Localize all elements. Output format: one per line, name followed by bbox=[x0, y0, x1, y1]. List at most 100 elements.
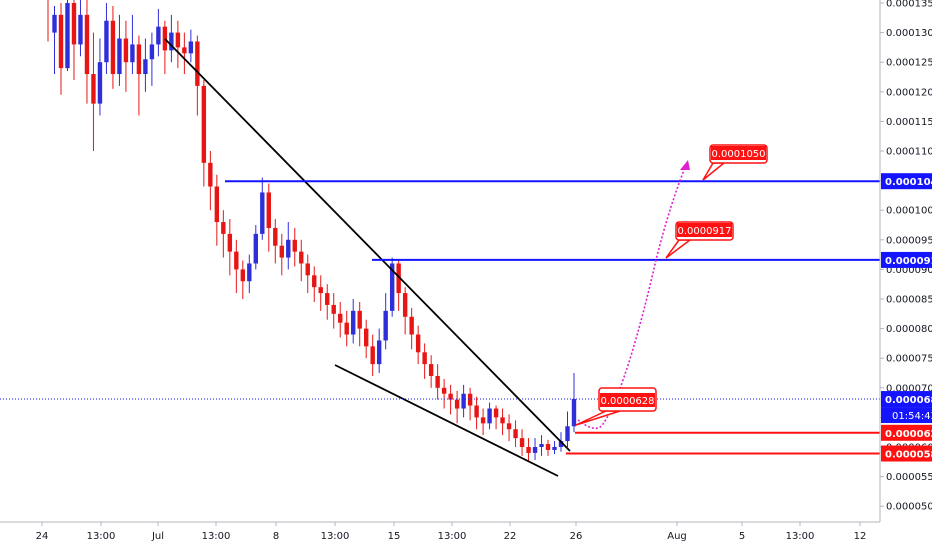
candle bbox=[474, 396, 479, 430]
candle bbox=[396, 260, 401, 311]
horizontal-levels bbox=[0, 180, 880, 455]
candle bbox=[305, 254, 310, 294]
candle bbox=[383, 293, 388, 350]
candle bbox=[487, 402, 492, 430]
candle bbox=[182, 32, 187, 75]
candle bbox=[376, 328, 382, 373]
price-axis-level-tag bbox=[881, 445, 932, 462]
candle bbox=[513, 420, 518, 447]
candle bbox=[363, 319, 369, 359]
candle bbox=[526, 438, 531, 462]
candle bbox=[435, 364, 440, 400]
time-tick-label: 13:00 bbox=[438, 531, 467, 542]
time-tick-label: 15 bbox=[388, 531, 401, 542]
candle bbox=[91, 32, 96, 151]
countdown-tag bbox=[881, 407, 932, 424]
candle bbox=[409, 307, 414, 350]
candle bbox=[565, 411, 570, 447]
price-axis-level-tag bbox=[881, 424, 932, 441]
candle bbox=[389, 257, 395, 317]
time-axis-bg bbox=[0, 522, 932, 550]
price-callouts: 0.0001050 0.0000917 0.0000628 bbox=[575, 144, 768, 426]
candle bbox=[195, 35, 200, 116]
candle bbox=[428, 355, 434, 388]
candle bbox=[208, 151, 213, 211]
candle bbox=[143, 38, 148, 92]
candle bbox=[65, 0, 70, 72]
time-tick-label: Aug bbox=[667, 531, 687, 542]
price-axis-level-text: 0.0000916 bbox=[885, 256, 932, 267]
candle bbox=[461, 384, 466, 418]
projection-path bbox=[577, 164, 687, 430]
candle bbox=[357, 301, 362, 347]
candle bbox=[286, 222, 291, 270]
candle bbox=[221, 210, 226, 258]
candle bbox=[227, 219, 233, 276]
candle bbox=[162, 20, 168, 75]
price-axis-level-text: 0.0000624 bbox=[885, 429, 932, 440]
time-tick-label: 13:00 bbox=[202, 531, 231, 542]
wedge-trendlines bbox=[164, 38, 571, 477]
callout-0.0000628[interactable]: 0.0000628 bbox=[575, 387, 657, 426]
candle bbox=[84, 0, 90, 104]
candle bbox=[325, 284, 330, 320]
candle bbox=[58, 3, 64, 95]
time-tick-label: 12 bbox=[854, 531, 867, 542]
time-axis[interactable]: 24 13:00 Jul 13:00 8 13:00 15 13:00 22 26 Aug 5 13:0… bbox=[0, 521, 932, 550]
callout-text: 0.0000917 bbox=[677, 226, 731, 237]
time-tick-label: 5 bbox=[739, 531, 745, 542]
time-tick-label: 13:00 bbox=[786, 531, 815, 542]
candle bbox=[260, 177, 265, 240]
callout-0.0000917[interactable]: 0.0000917 bbox=[665, 221, 734, 259]
time-tick-label: 13:00 bbox=[87, 531, 116, 542]
candle bbox=[370, 334, 375, 376]
candle bbox=[500, 408, 505, 436]
candle bbox=[47, 0, 49, 42]
candle bbox=[351, 299, 356, 344]
candle bbox=[279, 233, 284, 276]
price-axis-level-text: 0.0001049 bbox=[885, 177, 932, 188]
candle bbox=[454, 390, 460, 424]
candle bbox=[136, 35, 142, 116]
candle bbox=[532, 438, 538, 461]
price-axis-level-tag bbox=[881, 251, 932, 268]
callout-text: 0.0001050 bbox=[711, 149, 765, 160]
candle bbox=[175, 20, 181, 69]
price-axis-level-text: 0.0000681 bbox=[885, 395, 932, 406]
candle bbox=[480, 408, 486, 436]
candle bbox=[110, 5, 116, 89]
time-tick-label: 24 bbox=[36, 531, 49, 542]
candle bbox=[312, 266, 317, 302]
candle bbox=[506, 414, 512, 442]
candle bbox=[266, 183, 271, 252]
candle bbox=[52, 5, 57, 75]
candle bbox=[78, 0, 83, 57]
candle bbox=[117, 14, 122, 86]
candle bbox=[299, 239, 304, 282]
candle bbox=[519, 429, 525, 456]
candle bbox=[188, 29, 194, 63]
candle bbox=[571, 373, 577, 433]
candlestick-series bbox=[47, 0, 577, 462]
candle bbox=[493, 405, 499, 430]
candle bbox=[331, 293, 336, 329]
candle bbox=[169, 14, 174, 63]
callout-0.0001050[interactable]: 0.0001050 bbox=[702, 144, 768, 181]
